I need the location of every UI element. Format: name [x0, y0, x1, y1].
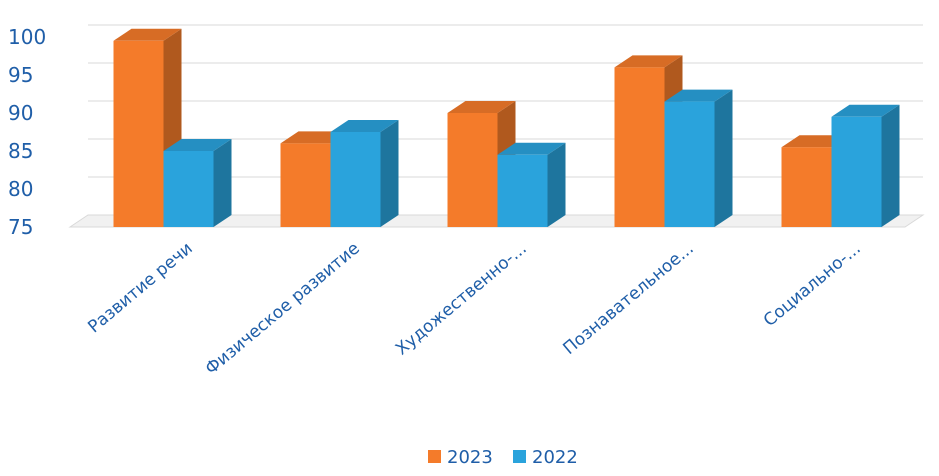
legend-label-2022: 2022: [532, 447, 578, 468]
bar-top: [113, 28, 182, 41]
x-tick-label: Художественно-...: [392, 239, 531, 360]
bar-2022-0: [163, 139, 232, 227]
bar-front: [447, 113, 498, 227]
legend-label-2023: 2023: [447, 447, 493, 468]
legend-swatch-2022: [513, 450, 526, 463]
bar-2022-4: [831, 104, 900, 227]
bar-top: [497, 142, 566, 155]
bar-top: [447, 101, 516, 113]
bar-side: [213, 139, 232, 227]
bar-front: [113, 40, 164, 227]
y-tick-label: 85: [8, 139, 33, 163]
bar-top: [831, 104, 900, 117]
y-tick-label: 80: [8, 177, 33, 201]
bar-top: [330, 120, 399, 132]
x-tick-label: Развитие речи: [84, 239, 196, 338]
bar-side: [881, 104, 900, 227]
y-tick-label: 95: [8, 63, 33, 87]
bar-front: [330, 132, 381, 227]
bar-top: [163, 139, 232, 151]
bar-side: [380, 120, 399, 227]
bar-2022-1: [330, 120, 399, 227]
bar-top: [614, 55, 683, 68]
bar-front: [614, 67, 665, 228]
bar-2022-3: [664, 89, 733, 227]
x-tick-label: Физическое развитие: [202, 239, 364, 380]
y-axis: 75 80 85 90 95 100: [8, 25, 46, 239]
bar-front: [280, 143, 331, 227]
legend: 2023 2022: [428, 447, 578, 468]
bar-front: [831, 116, 882, 227]
y-tick-label: 75: [8, 215, 33, 239]
legend-swatch-2023: [428, 450, 441, 463]
x-axis: Развитие речи Физическое развитие Художест…: [84, 239, 864, 380]
bar-front: [664, 101, 715, 227]
x-tick-label: Познавательное...: [560, 239, 698, 359]
bar-front: [163, 151, 214, 227]
y-tick-label: 100: [8, 25, 46, 49]
bar-top: [664, 89, 733, 102]
bar-front: [781, 147, 832, 227]
bar-side: [547, 142, 566, 227]
bar-2022-2: [497, 142, 566, 227]
x-tick-label: Социально-...: [760, 239, 865, 331]
y-tick-label: 90: [8, 101, 33, 125]
bar-front: [497, 154, 548, 227]
bars: [113, 28, 900, 228]
bar-side: [714, 89, 733, 227]
